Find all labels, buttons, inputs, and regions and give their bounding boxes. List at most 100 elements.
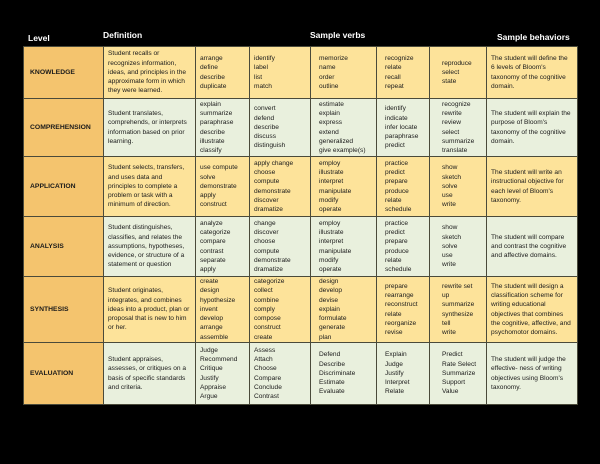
verb-item: Judge: [385, 360, 403, 368]
verb-item: demonstrate: [254, 187, 291, 195]
verb-item: write: [442, 261, 456, 269]
verb-item: order: [319, 73, 335, 81]
verbs-cell: apply change choose compute demonstrate disc…: [249, 156, 311, 217]
verb-item: Discriminate: [319, 369, 356, 377]
verbs-cell: employ illustrate interpret manipulate modif…: [310, 216, 377, 277]
verb-item: construct: [254, 324, 281, 332]
verb-item: interpret: [319, 238, 344, 246]
verb-item: select: [442, 68, 460, 76]
verb-item: develop: [200, 315, 224, 323]
verbs-cell: rewrite set up summarize synthesize tell writ…: [429, 276, 487, 343]
blooms-taxonomy-table: KNOWLEDGE Student recalls or recognizes i…: [23, 46, 578, 405]
verb-item: create: [200, 278, 219, 286]
verb-item: create: [254, 333, 273, 341]
verbs-cell: explain summarize paraphrase describe illust…: [195, 98, 250, 157]
verb-item: compute: [254, 178, 280, 186]
verbs-cell: show sketch solve use write: [429, 156, 487, 217]
verbs-cell: Judge Recommend Critique Justify Appraise Arg…: [195, 342, 250, 405]
verb-item: develop: [319, 287, 343, 295]
verb-item: apply: [200, 265, 216, 273]
verbs-cell: show sketch solve use write: [429, 216, 487, 277]
behavior-cell: The student will write an instructional …: [486, 156, 578, 217]
verb-item: compose: [254, 315, 281, 323]
verb-item: demonstrate: [200, 182, 237, 190]
verb-item: dramatize: [254, 265, 283, 273]
verb-item: Support: [442, 379, 466, 387]
header-level: Level: [28, 33, 50, 43]
verb-item: Predict: [442, 351, 463, 359]
verb-item: practice: [385, 159, 409, 167]
definition-cell: Student translates, comprehends, or inte…: [103, 98, 196, 157]
verb-item: recall: [385, 73, 401, 81]
definition-cell: Student distinguishes, classifies, and r…: [103, 216, 196, 277]
level-cell: APPLICATION: [23, 156, 104, 217]
verb-item: convert: [254, 105, 276, 113]
verb-item: collect: [254, 287, 273, 295]
verb-item: estimate: [319, 100, 344, 108]
verbs-cell: recognize rewrite review select summarize tra…: [429, 98, 487, 157]
definition-cell: Student appraises, assesses, or critique…: [103, 342, 196, 405]
verb-item: duplicate: [200, 82, 227, 90]
verb-item: Summarize: [442, 369, 476, 377]
verb-item: review: [442, 119, 462, 127]
verb-item: Recommend: [200, 356, 238, 364]
verb-item: Interpret: [385, 379, 410, 387]
verb-item: plan: [319, 333, 332, 341]
verbs-cell: design develop devise explain formulate gener…: [310, 276, 377, 343]
verb-item: operate: [319, 205, 342, 213]
verb-item: describe: [254, 123, 279, 131]
verb-item: Rate Select: [442, 360, 477, 368]
verbs-cell: analyze categorize compare contrast separate…: [195, 216, 250, 277]
header-definition: Definition: [103, 30, 143, 40]
verb-item: revise: [385, 328, 403, 336]
verb-item: explain: [319, 305, 340, 313]
verb-item: apply change: [254, 159, 294, 167]
verb-item: illustrate: [200, 137, 225, 145]
verb-item: summarize: [200, 110, 233, 118]
verb-item: Justify: [200, 374, 219, 382]
verb-item: solve: [442, 182, 458, 190]
verb-item: reorganize: [385, 319, 417, 327]
verb-item: contrast: [200, 247, 224, 255]
verb-item: comply: [254, 305, 275, 313]
verbs-cell: practice predict prepare produce relate sched…: [376, 156, 430, 217]
verbs-cell: recognize relate recall repeat: [376, 46, 430, 99]
verb-item: prepare: [385, 178, 408, 186]
behavior-cell: The student will define the 6 levels of …: [486, 46, 578, 99]
verb-item: reproduce: [442, 59, 472, 67]
level-cell: EVALUATION: [23, 342, 104, 405]
verb-item: express: [319, 119, 343, 127]
verb-item: devise: [319, 296, 339, 304]
verb-item: distinguish: [254, 142, 286, 150]
verb-item: use: [442, 252, 453, 260]
verb-item: recognize: [385, 55, 414, 63]
verb-item: separate: [200, 256, 226, 264]
verb-item: tell: [442, 319, 451, 327]
verbs-cell: use compute solve demonstrate apply construc…: [195, 156, 250, 217]
verbs-cell: Assess Attach Choose Compare Conclude Contras…: [249, 342, 311, 405]
verb-item: practice: [385, 219, 409, 227]
verb-item: Estimate: [319, 379, 345, 387]
verb-item: Explain: [385, 351, 407, 359]
verb-item: formulate: [319, 315, 347, 323]
verb-item: illustrate: [319, 229, 344, 237]
verb-item: invent: [200, 305, 218, 313]
definition-cell: Student recalls or recognizes informatio…: [103, 46, 196, 99]
verbs-cell: memorize name order outline: [310, 46, 377, 99]
header-sample-behaviors: Sample behaviors: [497, 32, 570, 42]
verb-item: prepare: [385, 238, 408, 246]
verb-item: Describe: [319, 360, 346, 368]
verb-item: infer locate: [385, 123, 418, 131]
verb-item: label: [254, 64, 268, 72]
verb-item: modify: [319, 256, 339, 264]
verbs-cell: practice predict prepare produce relate sched…: [376, 216, 430, 277]
verb-item: describe: [200, 128, 225, 136]
verb-item: outline: [319, 82, 339, 90]
verb-item: relate: [385, 310, 402, 318]
verb-item: paraphrase: [200, 119, 234, 127]
verb-item: prepare: [385, 282, 408, 290]
level-cell: SYNTHESIS: [23, 276, 104, 343]
level-cell: COMPREHENSION: [23, 98, 104, 157]
verb-item: identify: [254, 55, 275, 63]
verb-item: describe: [200, 73, 225, 81]
